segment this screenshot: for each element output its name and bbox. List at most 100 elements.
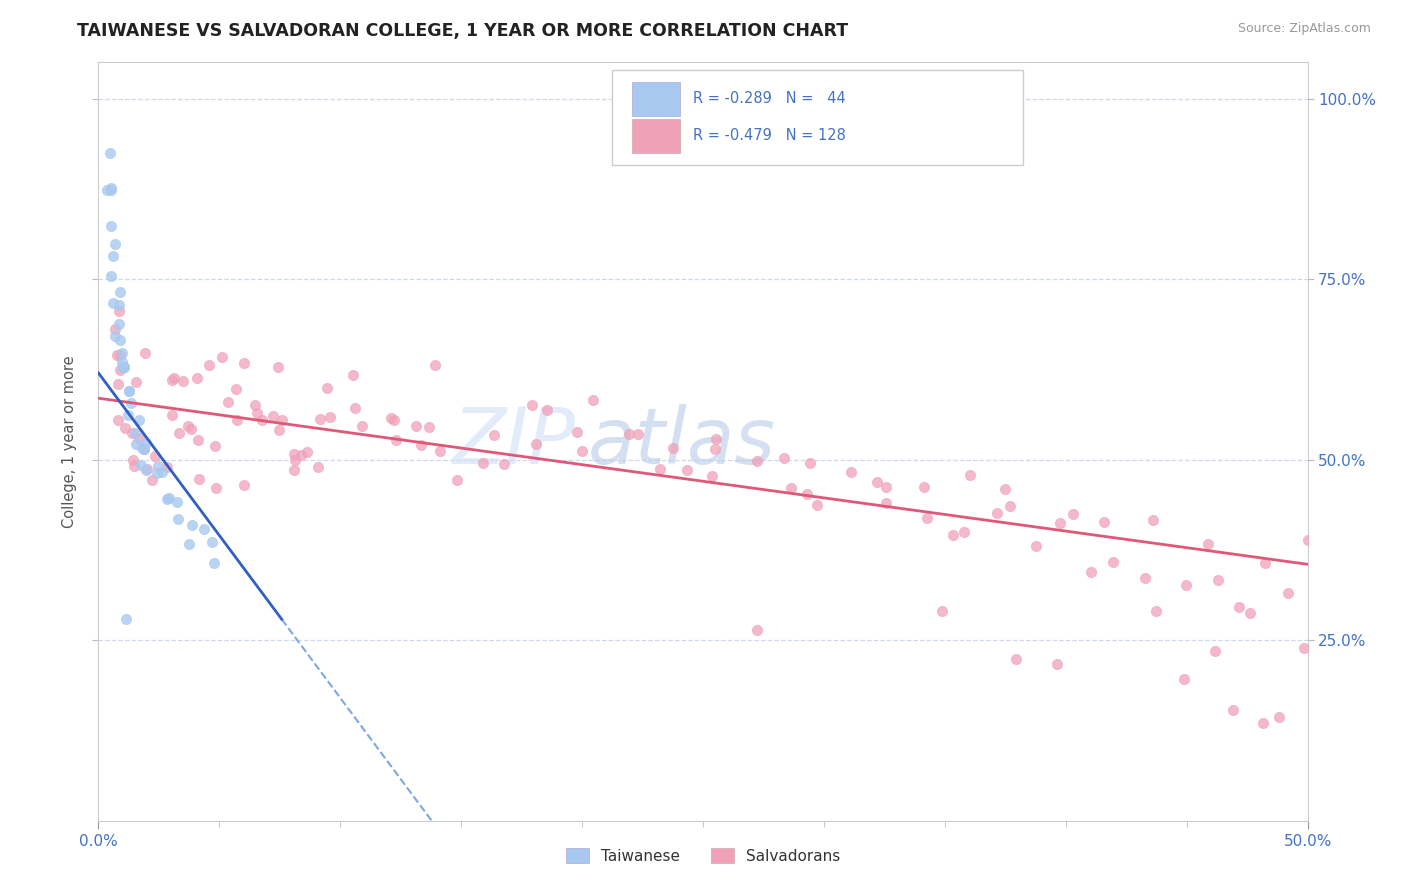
- Point: [181, 517, 204, 532]
- Point: [100, 269, 122, 284]
- Point: [108, 298, 131, 312]
- Point: [423, 358, 446, 372]
- Text: Source: ZipAtlas.com: Source: ZipAtlas.com: [1237, 22, 1371, 36]
- FancyBboxPatch shape: [631, 82, 681, 116]
- Point: [582, 392, 605, 407]
- Point: [125, 436, 148, 450]
- Point: [262, 409, 284, 423]
- Point: [163, 371, 186, 385]
- Point: [129, 458, 152, 472]
- Point: [1204, 644, 1226, 658]
- Point: [128, 430, 150, 444]
- Point: [1251, 716, 1274, 731]
- Point: [875, 496, 897, 510]
- Point: [343, 401, 366, 415]
- Point: [959, 467, 981, 482]
- Point: [225, 382, 247, 396]
- Point: [307, 459, 329, 474]
- Point: [135, 463, 157, 477]
- Point: [1135, 571, 1157, 585]
- Point: [100, 183, 122, 197]
- Point: [211, 350, 233, 364]
- Point: [141, 473, 163, 487]
- Point: [1239, 606, 1261, 620]
- Point: [1102, 555, 1125, 569]
- Point: [233, 477, 256, 491]
- Point: [1254, 557, 1277, 571]
- Point: [866, 475, 889, 490]
- Point: [104, 322, 127, 336]
- Point: [1025, 539, 1047, 553]
- Point: [702, 469, 724, 483]
- Point: [571, 443, 593, 458]
- Point: [524, 437, 547, 451]
- Point: [100, 181, 122, 195]
- Point: [316, 381, 339, 395]
- Point: [107, 317, 129, 331]
- Point: [912, 480, 935, 494]
- Point: [565, 425, 588, 440]
- Point: [1174, 578, 1197, 592]
- Point: [167, 425, 190, 440]
- Point: [953, 525, 976, 540]
- FancyBboxPatch shape: [613, 70, 1024, 165]
- Text: R = -0.479   N = 128: R = -0.479 N = 128: [693, 128, 846, 144]
- Point: [104, 329, 127, 343]
- Point: [283, 447, 305, 461]
- Point: [1227, 599, 1250, 614]
- Point: [114, 612, 136, 626]
- Point: [1206, 573, 1229, 587]
- Point: [166, 495, 188, 509]
- Point: [125, 376, 148, 390]
- Point: [202, 557, 225, 571]
- Point: [1296, 533, 1319, 548]
- Point: [446, 473, 468, 487]
- Point: [839, 466, 862, 480]
- FancyBboxPatch shape: [631, 120, 681, 153]
- Point: [986, 506, 1008, 520]
- Point: [108, 363, 131, 377]
- Point: [520, 398, 543, 412]
- Point: [186, 370, 208, 384]
- Point: [492, 458, 515, 472]
- Point: [101, 296, 124, 310]
- Point: [197, 359, 219, 373]
- Point: [917, 511, 939, 525]
- Point: [187, 434, 209, 448]
- Point: [143, 450, 166, 464]
- Point: [111, 346, 134, 360]
- Point: [226, 413, 249, 427]
- Point: [122, 453, 145, 467]
- Point: [779, 481, 801, 495]
- Point: [180, 422, 202, 436]
- Point: [1144, 604, 1167, 618]
- Point: [162, 409, 184, 423]
- Point: [472, 456, 495, 470]
- Y-axis label: College, 1 year or more: College, 1 year or more: [62, 355, 77, 528]
- Point: [704, 432, 727, 446]
- Point: [1005, 652, 1028, 666]
- Point: [806, 499, 828, 513]
- Point: [150, 465, 173, 479]
- Point: [773, 451, 796, 466]
- Point: [135, 436, 157, 450]
- Point: [120, 396, 142, 410]
- Point: [117, 409, 139, 423]
- Point: [747, 623, 769, 637]
- Point: [200, 534, 222, 549]
- Point: [160, 373, 183, 387]
- Point: [380, 411, 402, 425]
- Point: [132, 442, 155, 457]
- Text: atlas: atlas: [588, 403, 776, 480]
- Point: [233, 356, 256, 370]
- Point: [105, 348, 128, 362]
- Point: [193, 522, 215, 536]
- Point: [114, 420, 136, 434]
- Point: [172, 374, 194, 388]
- Point: [204, 439, 226, 453]
- Point: [382, 413, 405, 427]
- Point: [134, 345, 156, 359]
- Point: [128, 413, 150, 427]
- Point: [1062, 508, 1084, 522]
- Point: [931, 604, 953, 618]
